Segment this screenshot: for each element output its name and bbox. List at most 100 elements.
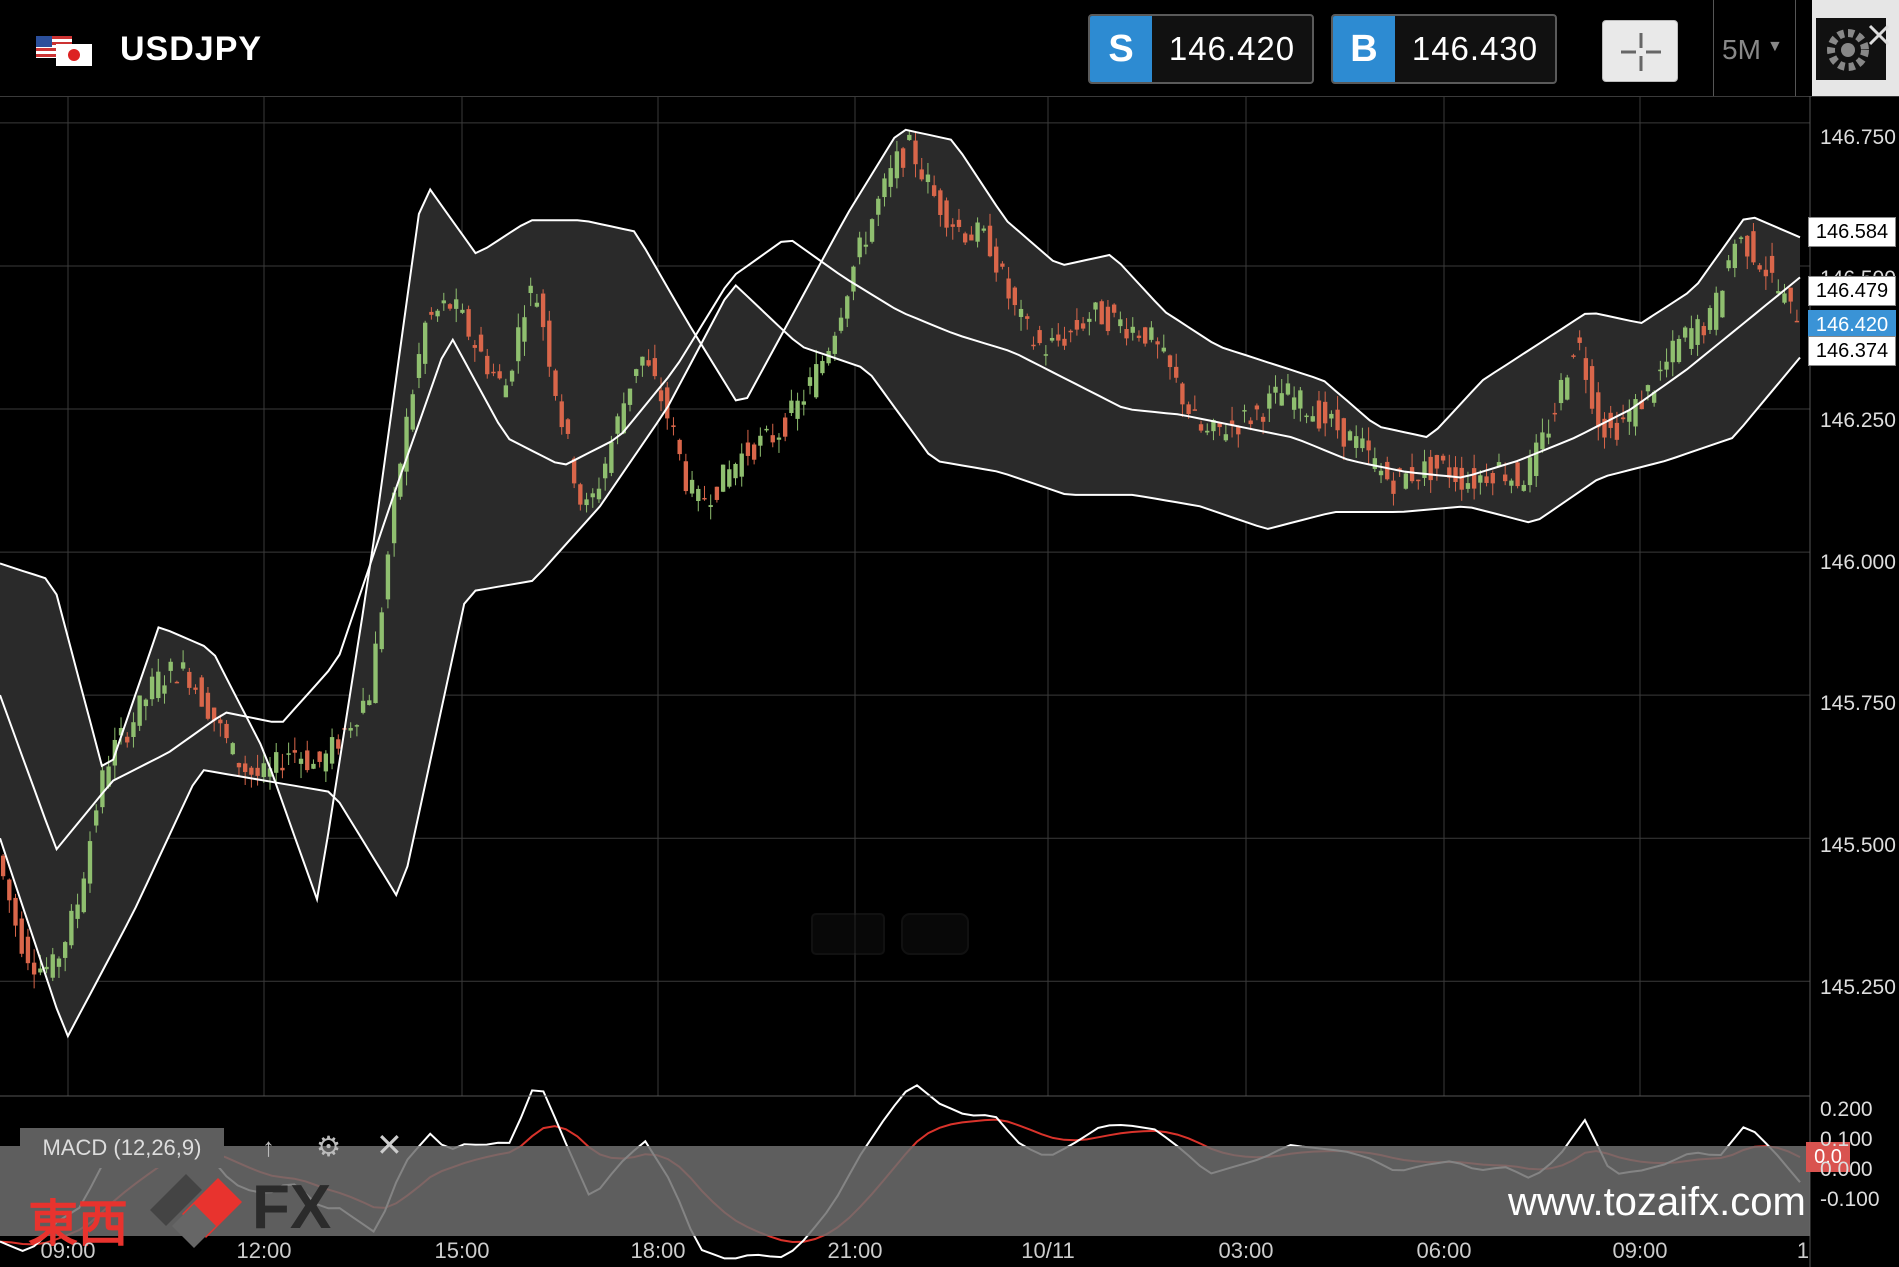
candle-body [1571, 355, 1576, 357]
candle-body [156, 671, 161, 699]
candle-body [677, 439, 682, 455]
candle-body [745, 442, 751, 456]
gear-icon[interactable]: ⚙ [316, 1131, 342, 1162]
candle-body [56, 958, 62, 967]
candle-body [1540, 432, 1545, 450]
candle-body [857, 237, 862, 258]
candle-body [478, 334, 484, 352]
website-url[interactable]: www.tozaifx.com [1508, 1180, 1806, 1224]
candle-body [702, 497, 707, 500]
crosshair-button[interactable] [1602, 20, 1678, 82]
candle-body [1440, 455, 1446, 461]
macd-overlay-bar [0, 1146, 1810, 1236]
candle-body [1136, 335, 1142, 338]
symbol-title[interactable]: USDJPY [120, 30, 263, 68]
candle-body [1174, 366, 1179, 378]
candle-body [125, 736, 130, 743]
candle-body [1366, 440, 1371, 451]
crosshair-icon [1621, 33, 1661, 71]
candle-body [789, 400, 794, 414]
candle-body [627, 388, 633, 405]
candle-body [1118, 319, 1123, 327]
candle-body [187, 671, 192, 688]
macd-tick: -0.100 [1820, 1188, 1880, 1211]
candle-body [1025, 316, 1030, 319]
candle-body [1689, 328, 1694, 349]
gear-icon [1816, 18, 1890, 80]
candle-body [317, 751, 322, 762]
candle-body [1000, 263, 1005, 267]
watermark-logo [811, 913, 969, 955]
candle-body [795, 400, 800, 419]
toolbar-divider [1713, 0, 1714, 96]
candle-body [323, 753, 329, 772]
candle-body [1068, 330, 1073, 333]
candle-body [63, 942, 68, 958]
buy-label: B [1333, 16, 1395, 82]
candle-body [1279, 393, 1284, 406]
sell-price: 146.420 [1168, 30, 1296, 67]
candle-body [416, 354, 422, 378]
candle-body [1062, 338, 1067, 346]
candle-body [1310, 416, 1315, 422]
time-tick: 12:00 [236, 1238, 292, 1263]
candle-body [1596, 392, 1601, 428]
candle-body [224, 723, 229, 739]
candle-body [1285, 383, 1291, 395]
sell-button[interactable]: S 146.420 [1088, 14, 1314, 84]
candle-body [1769, 255, 1775, 273]
candle-body [1161, 347, 1166, 352]
candle-body [1676, 338, 1682, 363]
candle-body [838, 317, 844, 331]
candle-body [1155, 341, 1160, 345]
candle-body [218, 719, 223, 724]
candle-body [1205, 430, 1210, 433]
candle-body [1242, 410, 1247, 412]
arrow-up-icon[interactable]: ↑ [262, 1132, 275, 1162]
candle-body [44, 966, 49, 970]
candle-body [1447, 467, 1452, 478]
candle-body [1428, 456, 1433, 481]
buy-button[interactable]: B 146.430 [1331, 14, 1557, 84]
candle-body [509, 370, 515, 382]
candle-body [1391, 480, 1396, 494]
candle-body [1794, 320, 1800, 323]
macd-indicator-label[interactable]: MACD (12,26,9) [20, 1128, 224, 1168]
candle-body [1788, 287, 1793, 302]
chevron-down-icon[interactable]: ▼ [1767, 38, 1783, 55]
candle-body [1496, 462, 1502, 467]
candle-body [590, 493, 595, 498]
time-tick: 06:00 [1416, 1238, 1472, 1263]
close-icon[interactable]: ✕ [376, 1127, 403, 1163]
candle-body [1093, 302, 1098, 310]
candle-body [379, 612, 384, 650]
candle-body [373, 643, 378, 704]
time-tick: 18:00 [630, 1238, 686, 1263]
candle-body [205, 692, 211, 719]
timeframe-selector[interactable]: 5M [1722, 34, 1761, 65]
candle-body [981, 228, 986, 231]
candle-body [931, 185, 937, 196]
candle-body [1037, 330, 1042, 344]
candle-body [441, 300, 446, 304]
candle-body [1223, 434, 1229, 441]
candle-body [1503, 474, 1508, 482]
top-bar: USDJPY S 146.420 B 146.430 5M ▼ [0, 0, 1899, 97]
candle-body [367, 700, 372, 706]
candle-body [658, 390, 664, 402]
candle-body [429, 311, 434, 315]
candle-body [652, 358, 657, 377]
time-tick: 09:00 [40, 1238, 96, 1263]
candle-body [832, 335, 837, 354]
candle-body [31, 962, 37, 975]
candle-body [311, 763, 316, 769]
candle-body [851, 266, 856, 292]
candle-body [1012, 287, 1017, 306]
candle-body [615, 416, 620, 434]
candle-body [603, 463, 608, 479]
candle-body [907, 134, 912, 141]
candle-body [770, 435, 775, 443]
candle-body [1707, 308, 1713, 330]
settings-button[interactable] [1812, 0, 1899, 96]
